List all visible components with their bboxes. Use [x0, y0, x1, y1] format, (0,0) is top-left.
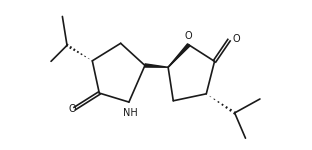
Text: O: O — [69, 103, 76, 114]
Polygon shape — [168, 44, 190, 67]
Polygon shape — [145, 64, 168, 67]
Text: O: O — [233, 34, 241, 44]
Text: NH: NH — [123, 108, 138, 118]
Text: O: O — [185, 31, 193, 41]
